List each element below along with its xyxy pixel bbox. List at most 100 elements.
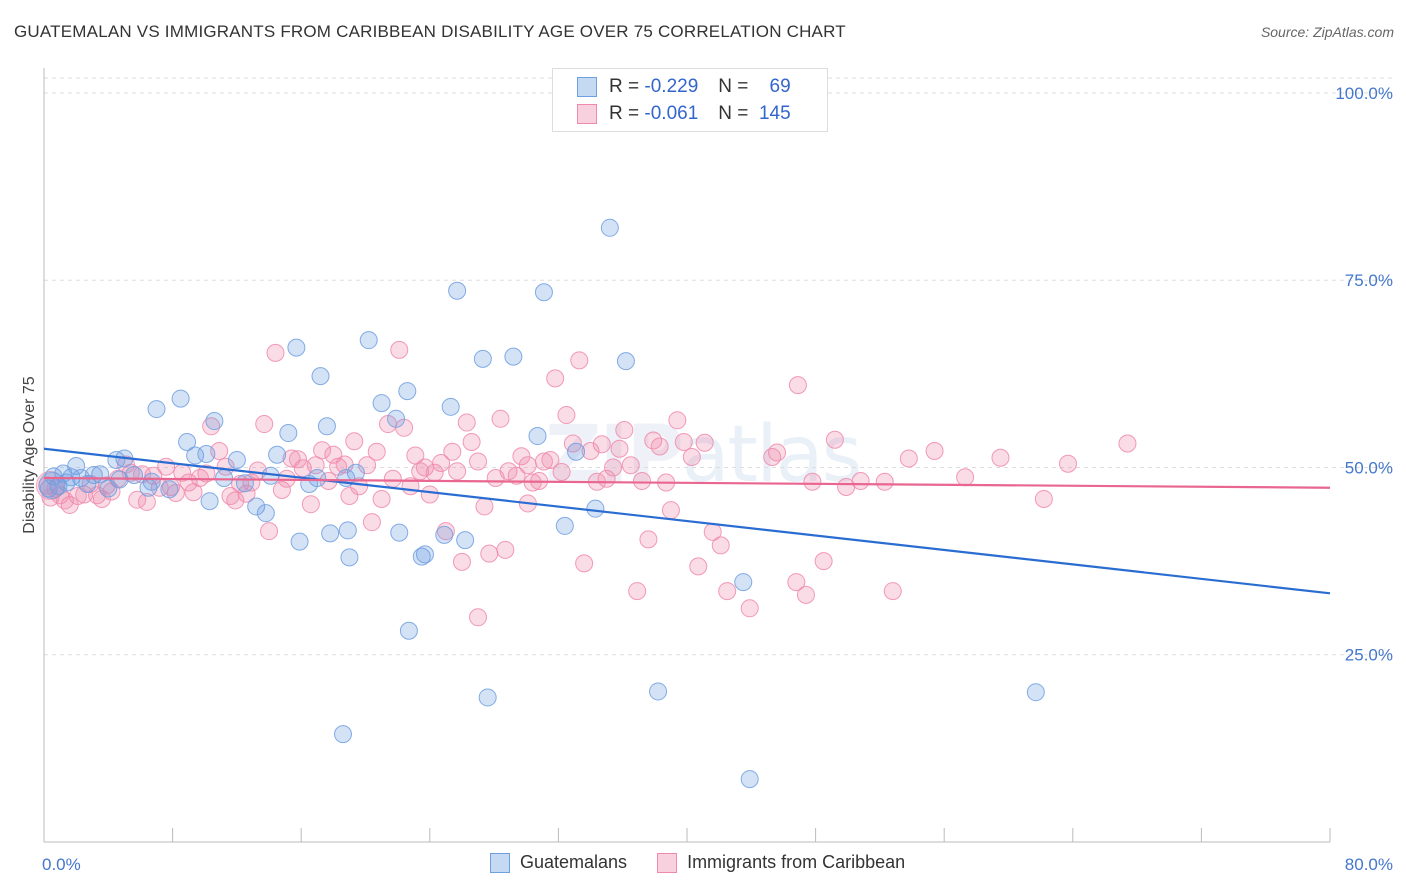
r-label: R = (609, 76, 640, 97)
r-label: R = (609, 103, 640, 124)
data-point (534, 452, 553, 471)
data-point (321, 524, 340, 543)
data-point (186, 446, 205, 465)
data-point (711, 536, 730, 555)
data-point (160, 480, 179, 499)
data-point (787, 573, 806, 592)
source-credit: Source: ZipAtlas.com (1260, 24, 1394, 40)
data-point (256, 504, 275, 523)
data-point (216, 457, 235, 476)
data-point (435, 525, 454, 544)
data-point (362, 513, 381, 532)
data-point (178, 433, 197, 452)
data-point (718, 582, 737, 601)
data-point (125, 465, 144, 484)
data-point (358, 456, 377, 475)
data-point (555, 516, 574, 535)
data-point (441, 397, 460, 416)
data-point (313, 441, 332, 460)
data-point (581, 442, 600, 461)
data-point (448, 462, 467, 481)
data-point (190, 468, 209, 487)
n-value: 145 (758, 103, 791, 124)
data-point (205, 412, 224, 431)
data-point (512, 447, 531, 466)
trend-line-caribbean (43, 476, 1331, 489)
data-point (78, 474, 97, 493)
data-point (340, 486, 359, 505)
legend-label: Immigrants from Caribbean (687, 852, 906, 872)
n-value: 69 (769, 76, 791, 97)
data-point (457, 413, 476, 432)
data-point (504, 347, 523, 366)
data-point (452, 552, 471, 571)
data-point (398, 382, 417, 401)
data-point (592, 435, 611, 454)
data-point (255, 415, 274, 434)
data-point (567, 442, 586, 461)
legend-item-guatemalans: Guatemalans (490, 852, 627, 873)
series-guatemalans-points (38, 218, 1045, 789)
trend-lines (43, 447, 1331, 595)
data-point (68, 486, 87, 505)
data-point (695, 433, 714, 452)
stats-row-caribbean: R = -0.061 N = 145 (577, 102, 791, 126)
data-point (740, 770, 759, 789)
data-point (197, 464, 216, 483)
data-point (496, 540, 515, 559)
caribbean-legend-swatch (657, 852, 678, 873)
data-point (247, 497, 266, 516)
data-point (1118, 434, 1137, 453)
y-tick-label: 50.0% (1345, 458, 1393, 477)
data-point (925, 442, 944, 461)
data-point (768, 443, 787, 462)
data-point (456, 531, 475, 550)
y-tick-label: 25.0% (1345, 646, 1393, 665)
data-point (615, 421, 634, 440)
data-point (689, 557, 708, 576)
data-point (383, 469, 402, 488)
data-point (552, 462, 571, 481)
data-point (1034, 489, 1053, 508)
data-point (147, 400, 166, 419)
data-point (604, 458, 623, 477)
data-point (883, 582, 902, 601)
series-caribbean-points (35, 340, 1137, 627)
data-point (420, 485, 439, 504)
data-point (387, 409, 406, 428)
data-point (469, 452, 488, 471)
data-point (279, 424, 298, 443)
data-point (478, 688, 497, 707)
data-point (340, 548, 359, 567)
data-point-cluster (38, 471, 66, 499)
data-point (333, 725, 352, 744)
legend-label: Guatemalans (520, 852, 628, 872)
x-tick-label-max: 80.0% (1345, 855, 1393, 874)
data-point (628, 582, 647, 601)
data-point (586, 499, 605, 518)
data-point (491, 409, 510, 428)
data-point (528, 427, 547, 446)
data-point (448, 281, 467, 300)
data-point (432, 453, 451, 472)
data-point (682, 448, 701, 467)
data-point (507, 466, 526, 485)
data-point (480, 544, 499, 563)
data-point (215, 468, 234, 487)
data-point (575, 554, 594, 573)
data-point (462, 433, 481, 452)
y-tick-label: 100.0% (1335, 84, 1393, 103)
data-point (266, 343, 285, 362)
data-point (301, 495, 320, 514)
data-point (311, 367, 330, 386)
data-point (272, 480, 291, 499)
tick-labels: 25.0% 50.0% 75.0% 100.0% 0.0% 80.0% (42, 84, 1393, 874)
data-point (851, 471, 870, 490)
data-point (260, 522, 279, 541)
guatemalans-legend-swatch (490, 852, 510, 873)
data-point (235, 474, 254, 493)
data-point (415, 545, 434, 564)
data-point (600, 218, 619, 237)
data-point (372, 394, 391, 413)
data-point (639, 530, 658, 549)
